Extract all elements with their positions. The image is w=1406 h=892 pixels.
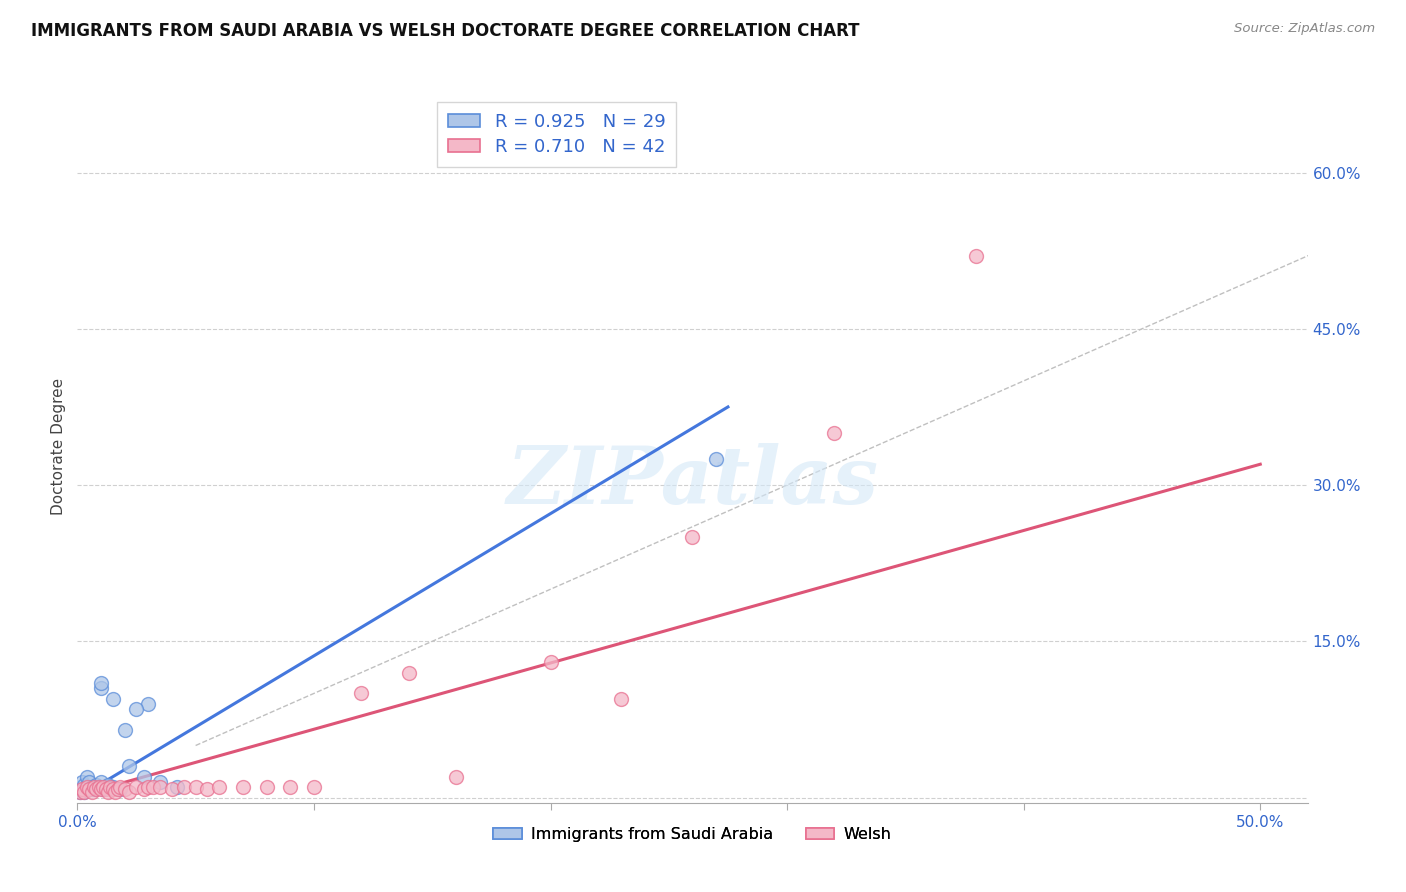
Point [142, 780, 165, 794]
Point [73, 785, 96, 799]
Text: ZIPatlas: ZIPatlas [506, 443, 879, 520]
Text: Source: ZipAtlas.com: Source: ZipAtlas.com [1234, 22, 1375, 36]
Point [90, 681, 112, 696]
Point [166, 780, 188, 794]
Point [610, 691, 633, 706]
Legend: Immigrants from Saudi Arabia, Welsh: Immigrants from Saudi Arabia, Welsh [486, 821, 898, 848]
Point [540, 655, 562, 669]
Point [77, 782, 100, 797]
Point [83, 782, 105, 797]
Point [90, 676, 112, 690]
Point [80, 785, 103, 799]
Point [823, 425, 845, 440]
Point [97, 778, 120, 792]
Point [87, 780, 110, 794]
Point [108, 780, 131, 794]
Point [136, 697, 159, 711]
Point [84, 782, 107, 797]
Y-axis label: Doctorate Degree: Doctorate Degree [51, 377, 66, 515]
Point [256, 780, 278, 794]
Point [125, 702, 148, 716]
Point [77, 782, 100, 797]
Point [132, 782, 155, 797]
Point [93, 782, 115, 797]
Point [160, 782, 183, 797]
Point [84, 778, 107, 792]
Point [197, 782, 219, 797]
Point [149, 775, 172, 789]
Point [149, 780, 172, 794]
Point [100, 780, 122, 794]
Point [350, 686, 373, 700]
Point [114, 782, 136, 797]
Point [208, 780, 231, 794]
Point [70, 775, 93, 789]
Point [97, 785, 120, 799]
Point [114, 723, 136, 737]
Point [118, 785, 141, 799]
Text: IMMIGRANTS FROM SAUDI ARABIA VS WELSH DOCTORATE DEGREE CORRELATION CHART: IMMIGRANTS FROM SAUDI ARABIA VS WELSH DO… [31, 22, 859, 40]
Point [173, 780, 195, 794]
Point [94, 782, 117, 797]
Point [136, 780, 159, 794]
Point [125, 780, 148, 794]
Point [90, 775, 112, 789]
Point [398, 665, 420, 680]
Point [232, 780, 254, 794]
Point [70, 782, 93, 797]
Point [444, 770, 467, 784]
Point [682, 530, 704, 544]
Point [302, 780, 325, 794]
Point [104, 785, 127, 799]
Point [83, 780, 105, 794]
Point [90, 782, 112, 797]
Point [69, 785, 91, 799]
Point [704, 452, 727, 467]
Point [107, 782, 129, 797]
Point [76, 780, 98, 794]
Point [93, 780, 115, 794]
Point [73, 778, 96, 792]
Point [73, 785, 96, 799]
Point [132, 770, 155, 784]
Point [77, 775, 100, 789]
Point [101, 780, 124, 794]
Point [101, 691, 124, 706]
Point [76, 780, 98, 794]
Point [278, 780, 301, 794]
Point [184, 780, 207, 794]
Point [76, 770, 98, 784]
Point [965, 249, 987, 263]
Point [108, 782, 131, 797]
Point [69, 785, 91, 799]
Point [80, 780, 103, 794]
Point [101, 782, 124, 797]
Point [118, 759, 141, 773]
Point [87, 780, 110, 794]
Point [70, 782, 93, 797]
